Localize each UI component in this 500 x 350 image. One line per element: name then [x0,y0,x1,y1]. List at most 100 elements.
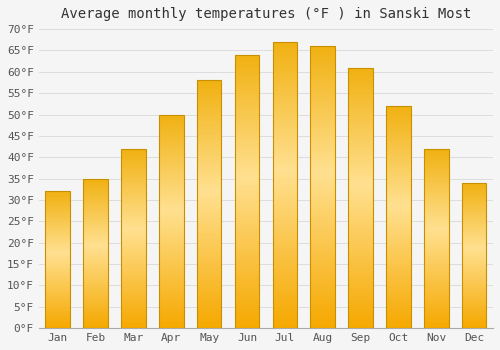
Bar [310,242,335,244]
Bar [197,322,222,323]
Bar [46,228,70,229]
Bar [197,99,222,100]
Bar [424,209,448,210]
Bar [84,275,108,276]
Bar [84,260,108,261]
Bar [197,262,222,264]
Bar [84,218,108,219]
Bar [272,289,297,291]
Bar [197,271,222,272]
Bar [386,244,410,245]
Bar [424,278,448,279]
Bar [348,284,373,285]
Bar [159,124,184,125]
Bar [386,288,410,289]
Bar [424,215,448,216]
Bar [234,227,260,228]
Bar [197,256,222,258]
Bar [121,217,146,218]
Bar [234,288,260,290]
Bar [234,148,260,149]
Bar [272,231,297,232]
Bar [386,191,410,193]
Bar [272,327,297,328]
Bar [84,265,108,266]
Bar [310,278,335,279]
Bar [386,325,410,326]
Bar [84,208,108,209]
Bar [234,300,260,301]
Bar [424,313,448,314]
Bar [310,244,335,245]
Bar [159,221,184,223]
Bar [424,182,448,183]
Bar [424,261,448,262]
Bar [121,269,146,270]
Bar [84,290,108,291]
Bar [386,158,410,159]
Bar [234,153,260,154]
Bar [386,204,410,205]
Bar [462,189,486,190]
Bar [424,237,448,238]
Bar [121,266,146,267]
Bar [46,243,70,244]
Bar [272,112,297,113]
Bar [234,260,260,261]
Bar [310,63,335,64]
Bar [84,224,108,225]
Bar [197,84,222,85]
Bar [84,281,108,282]
Bar [272,106,297,108]
Bar [348,71,373,73]
Bar [272,201,297,202]
Bar [159,151,184,152]
Bar [348,241,373,242]
Bar [84,264,108,265]
Bar [121,198,146,199]
Bar [159,306,184,307]
Bar [462,258,486,259]
Bar [386,234,410,235]
Bar [386,110,410,112]
Bar [348,103,373,104]
Bar [121,149,146,328]
Bar [84,198,108,199]
Bar [386,157,410,158]
Bar [159,301,184,302]
Bar [197,218,222,219]
Bar [462,266,486,267]
Bar [310,210,335,211]
Bar [462,304,486,305]
Bar [84,196,108,197]
Bar [348,232,373,233]
Bar [348,263,373,264]
Bar [84,261,108,262]
Bar [197,198,222,199]
Bar [121,195,146,196]
Bar [84,316,108,317]
Bar [386,185,410,186]
Bar [121,285,146,286]
Bar [197,318,222,320]
Bar [46,299,70,300]
Bar [234,208,260,209]
Bar [46,296,70,297]
Bar [46,255,70,256]
Bar [424,227,448,228]
Bar [197,213,222,214]
Bar [272,74,297,75]
Bar [234,224,260,226]
Bar [424,155,448,156]
Bar [46,271,70,272]
Bar [348,234,373,236]
Bar [272,79,297,81]
Bar [462,211,486,212]
Bar [348,154,373,155]
Bar [159,275,184,276]
Bar [197,82,222,83]
Bar [462,236,486,237]
Bar [234,166,260,167]
Bar [310,208,335,210]
Bar [234,193,260,194]
